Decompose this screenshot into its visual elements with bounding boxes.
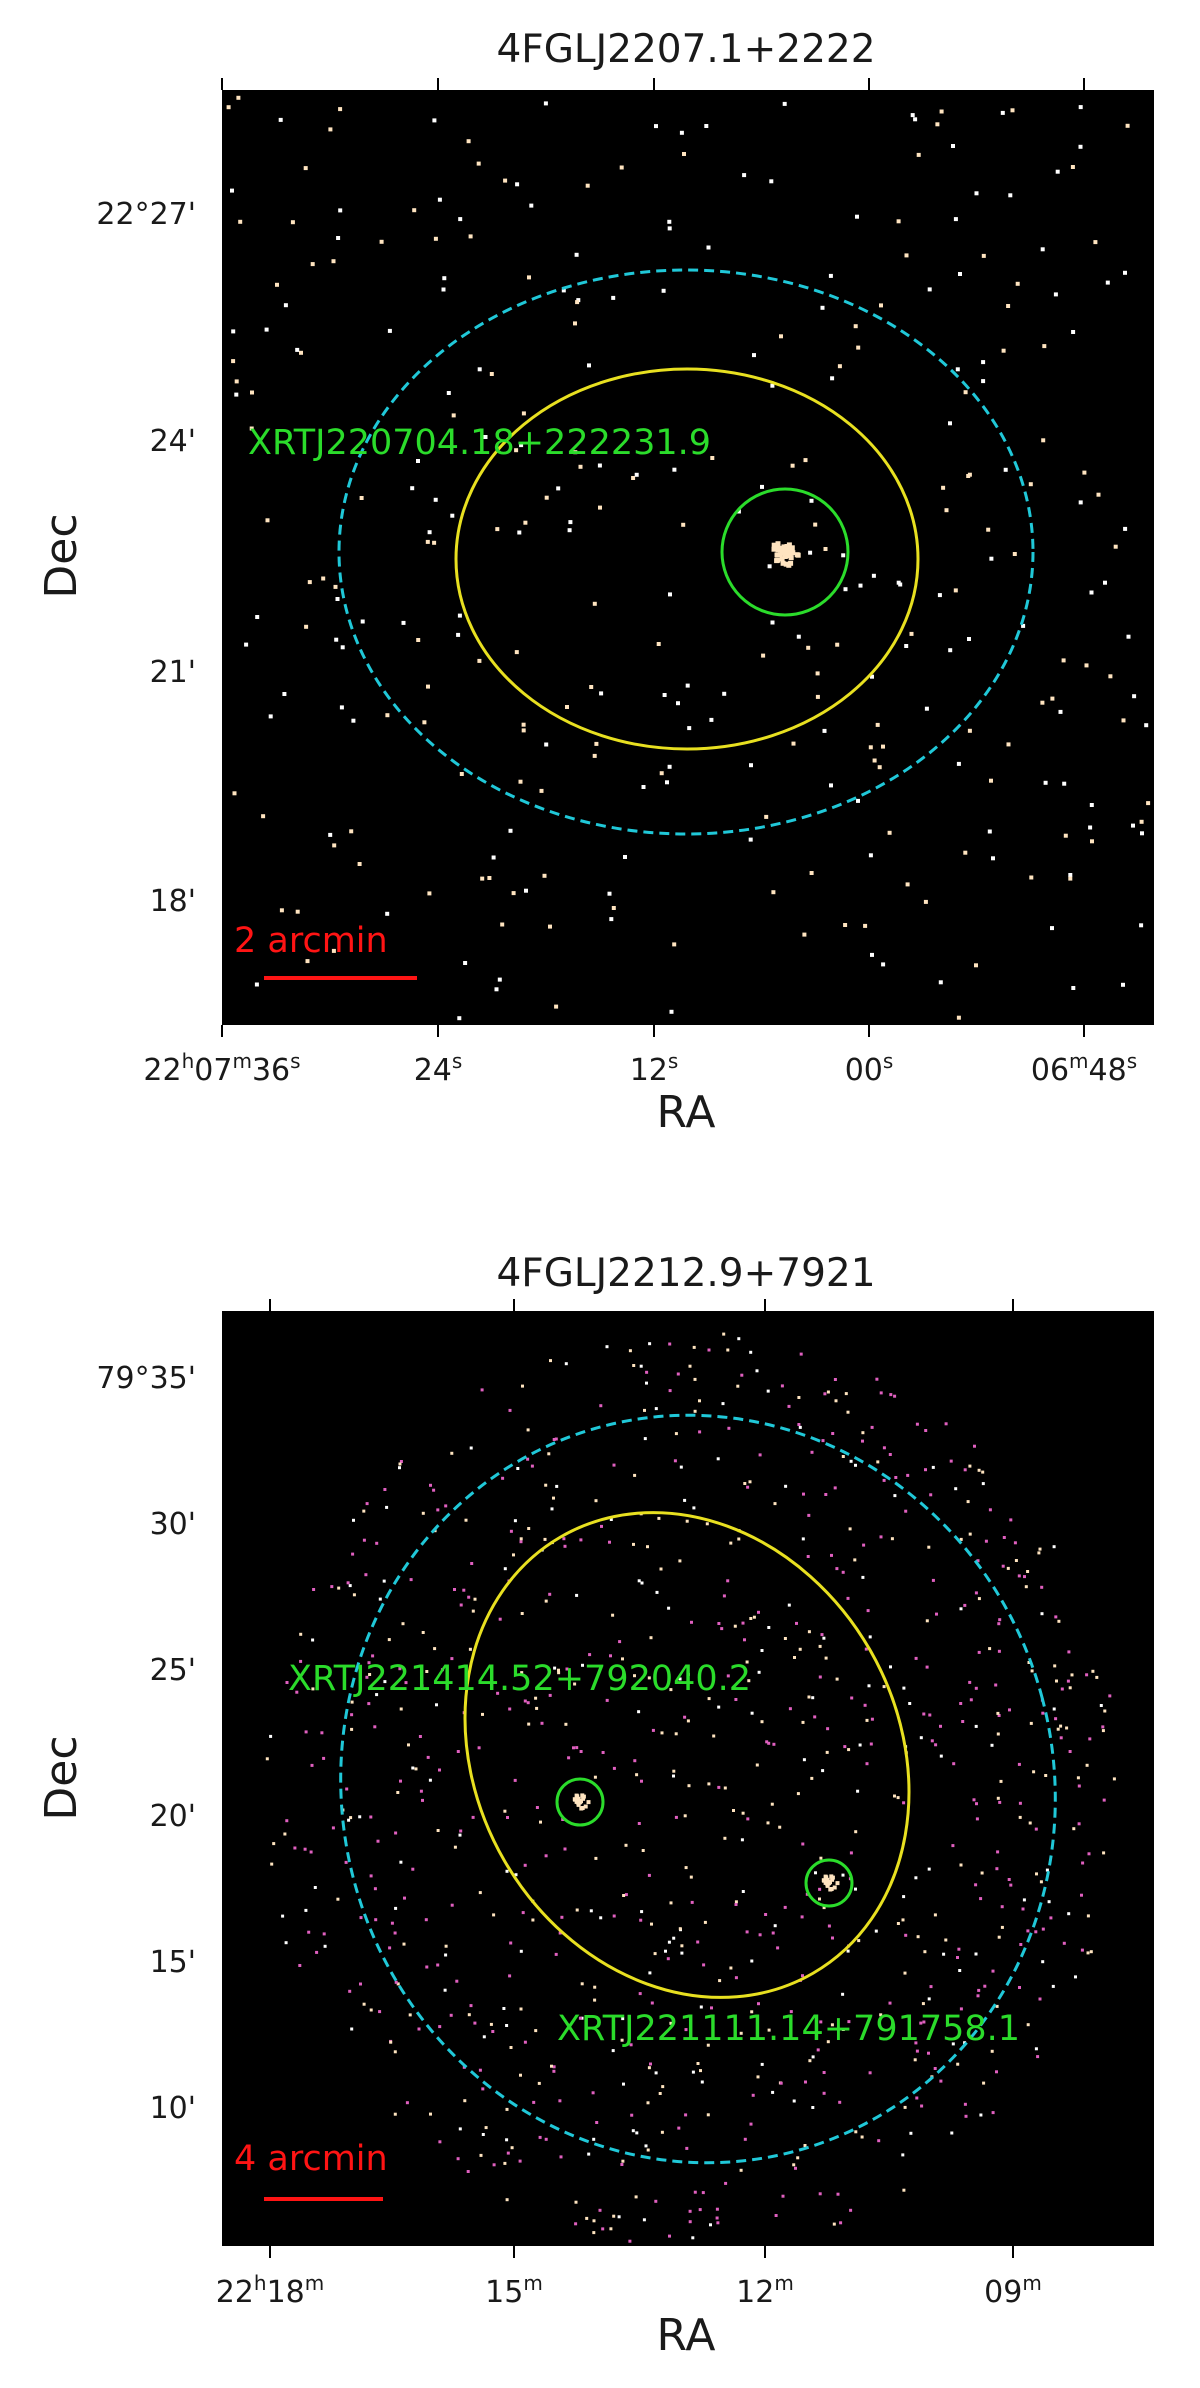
panel-1-dec-ticks: [221, 78, 1154, 1037]
panel-1-x-axis-label: RA: [657, 1087, 716, 1138]
panel-2-dec-tick-label: 10': [150, 2091, 196, 2126]
panel-1-photon-events: [226, 95, 1151, 1021]
panel-2-scale-label: 4 arcmin: [234, 2139, 388, 2179]
panel-2-dec-tick-label: 79°35': [96, 1361, 196, 1396]
panel-2-outer-error-ellipse: [339, 1413, 1057, 2165]
panel-2-ra-tick-label: 15m: [485, 2271, 543, 2310]
panel-1-source-circle: [720, 487, 850, 617]
panel-1-dec-tick-label: 24': [150, 424, 196, 459]
panel-2-ra-tick-label: 22h18m: [216, 2271, 325, 2310]
panel-1-dec-tick-label: 21': [150, 655, 196, 690]
panel-1-dec-tick-label: 22°27': [96, 197, 196, 232]
panel-2-x-axis-label: RA: [657, 2310, 716, 2361]
panel-2-dec-tick-label: 15': [150, 1945, 196, 1980]
panel-2-inner-error-ellipse: [463, 1511, 911, 1999]
panel-1-inner-error-ellipse: [454, 367, 920, 751]
panel-2-title: 4FGLJ2212.9+7921: [496, 1251, 875, 1296]
panel-1-ra-tick-label: 22h07m36s: [143, 1049, 300, 1088]
panel-2-dec-tick-label: 30': [150, 1507, 196, 1542]
panel-1-ra-tick-label: 06m48s: [1031, 1049, 1137, 1088]
panel-2-photon-events: [265, 1332, 1116, 2243]
panel-2-source-label: XRTJ221414.52+792040.2: [288, 1659, 751, 1699]
panel-1: 4FGLJ2207.1+2222 XRTJ220704.18+222231.9 …: [36, 27, 1154, 1138]
panel-1-y-axis-label: Dec: [36, 513, 87, 598]
panel-2-dec-tick-label: 25': [150, 1653, 196, 1688]
panel-2-ra-tick-label: 12m: [736, 2271, 794, 2310]
panel-2: 4FGLJ2212.9+7921 XRTJ221414.52+792040.2 …: [36, 1251, 1154, 2361]
panel-2-y-axis-label: Dec: [36, 1735, 87, 1820]
panel-1-image: [222, 90, 1154, 1025]
panel-1-source-label: XRTJ220704.18+222231.9: [248, 423, 711, 463]
panel-1-ra-tick-label: 24s: [414, 1049, 463, 1088]
panel-2-dec-tick-label: 20': [150, 1799, 196, 1834]
panel-2-source-label: XRTJ221111.14+791758.1: [557, 2009, 1020, 2049]
panel-1-ra-tick-label: 12s: [630, 1049, 679, 1088]
panel-2-dec-ticks: [222, 1299, 1154, 2258]
panel-2-ra-tick-label: 09m: [984, 2271, 1042, 2310]
panel-2-source-circle: [555, 1777, 605, 1827]
panel-2-image: [222, 1311, 1154, 2246]
panel-1-scale-label: 2 arcmin: [234, 921, 388, 961]
panel-2-source-circle: [804, 1858, 854, 1908]
panel-1-outer-error-ellipse: [337, 268, 1035, 836]
panel-1-dec-tick-label: 18': [150, 884, 196, 919]
panel-1-title: 4FGLJ2207.1+2222: [496, 27, 875, 72]
panel-1-ra-tick-label: 00s: [845, 1049, 894, 1088]
